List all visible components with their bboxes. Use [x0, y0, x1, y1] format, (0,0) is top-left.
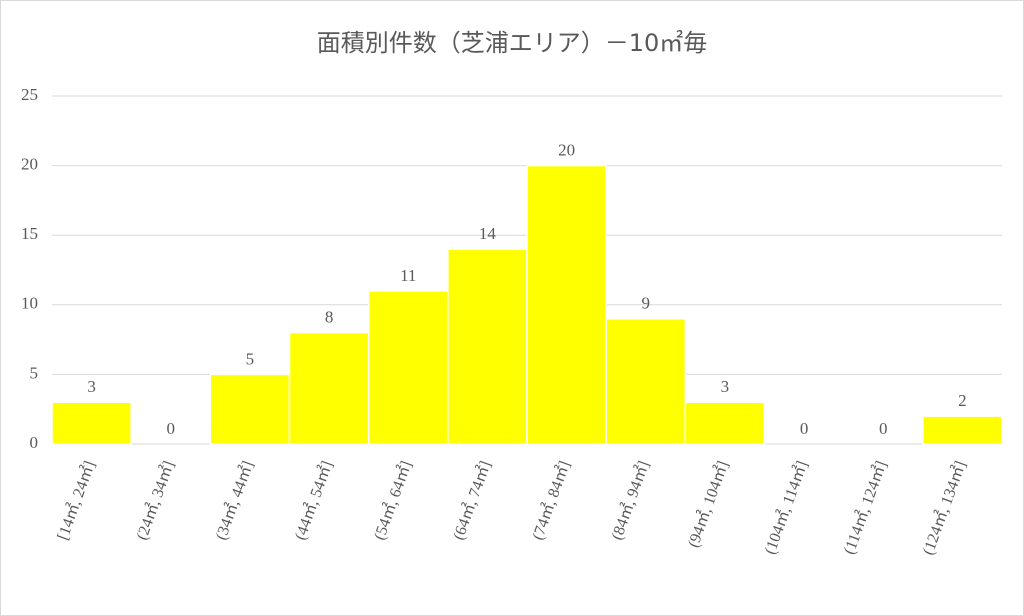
y-tick-label: 10: [21, 294, 38, 313]
bar: [51, 401, 132, 445]
bar: [447, 248, 528, 445]
y-tick-label: 20: [21, 155, 38, 174]
bar: [288, 331, 370, 445]
y-tick-label: 5: [30, 363, 39, 382]
bar: [367, 290, 449, 445]
value-label: 3: [721, 377, 730, 396]
value-label: 8: [325, 308, 334, 327]
y-tick-label: 15: [21, 224, 38, 243]
value-label: 20: [558, 141, 575, 160]
value-label: 5: [246, 349, 255, 368]
bar: [684, 401, 766, 445]
value-label: 3: [87, 377, 96, 396]
value-label: 0: [800, 419, 809, 438]
value-label: 0: [167, 419, 176, 438]
value-label: 2: [958, 391, 967, 410]
y-tick-label: 0: [30, 433, 39, 452]
chart-title: 面積別件数（芝浦エリア）－10㎡毎: [317, 29, 708, 57]
y-tick-label: 25: [21, 85, 38, 104]
bar: [209, 373, 291, 445]
value-label: 14: [479, 224, 497, 243]
value-label: 0: [879, 419, 888, 438]
bar: [922, 415, 1003, 445]
value-label: 9: [642, 294, 651, 313]
value-label: 11: [400, 266, 416, 285]
bar: [605, 317, 687, 445]
bar: [526, 164, 607, 445]
